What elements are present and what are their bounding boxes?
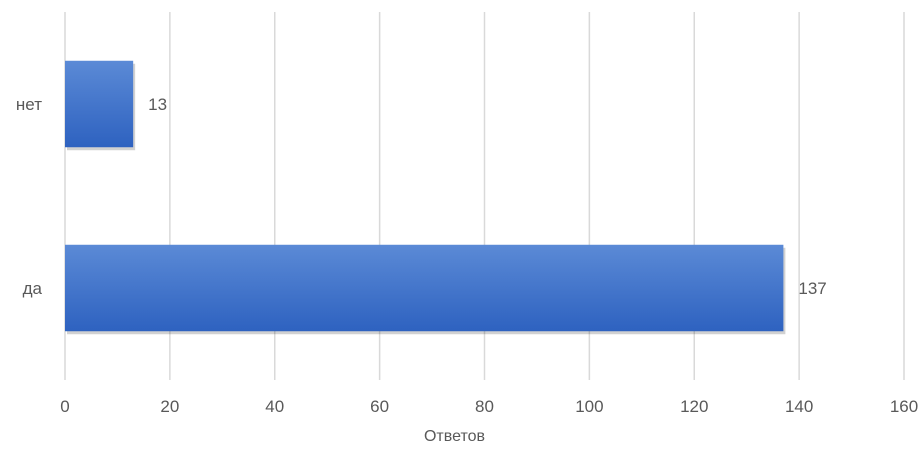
category-label: нет <box>16 95 42 114</box>
x-tick-label: 140 <box>785 397 813 416</box>
x-tick-label: 160 <box>890 397 918 416</box>
x-tick-label: 0 <box>60 397 69 416</box>
bar <box>65 60 134 148</box>
x-tick-label: 100 <box>575 397 603 416</box>
gridlines <box>64 12 905 380</box>
labels: 0 20 40 60 80 100 120 140 160 да 137 нет 13 <box>16 95 918 416</box>
category-label: да <box>23 279 43 298</box>
x-tick-label: 120 <box>680 397 708 416</box>
x-tick-label: 80 <box>475 397 494 416</box>
x-tick-label: 40 <box>265 397 284 416</box>
data-label: 13 <box>148 95 167 114</box>
data-label: 137 <box>798 279 826 298</box>
x-tick-label: 60 <box>370 397 389 416</box>
bar <box>65 244 784 332</box>
bars <box>65 60 786 335</box>
x-axis-title: Ответов <box>424 428 485 445</box>
x-tick-label: 20 <box>160 397 179 416</box>
